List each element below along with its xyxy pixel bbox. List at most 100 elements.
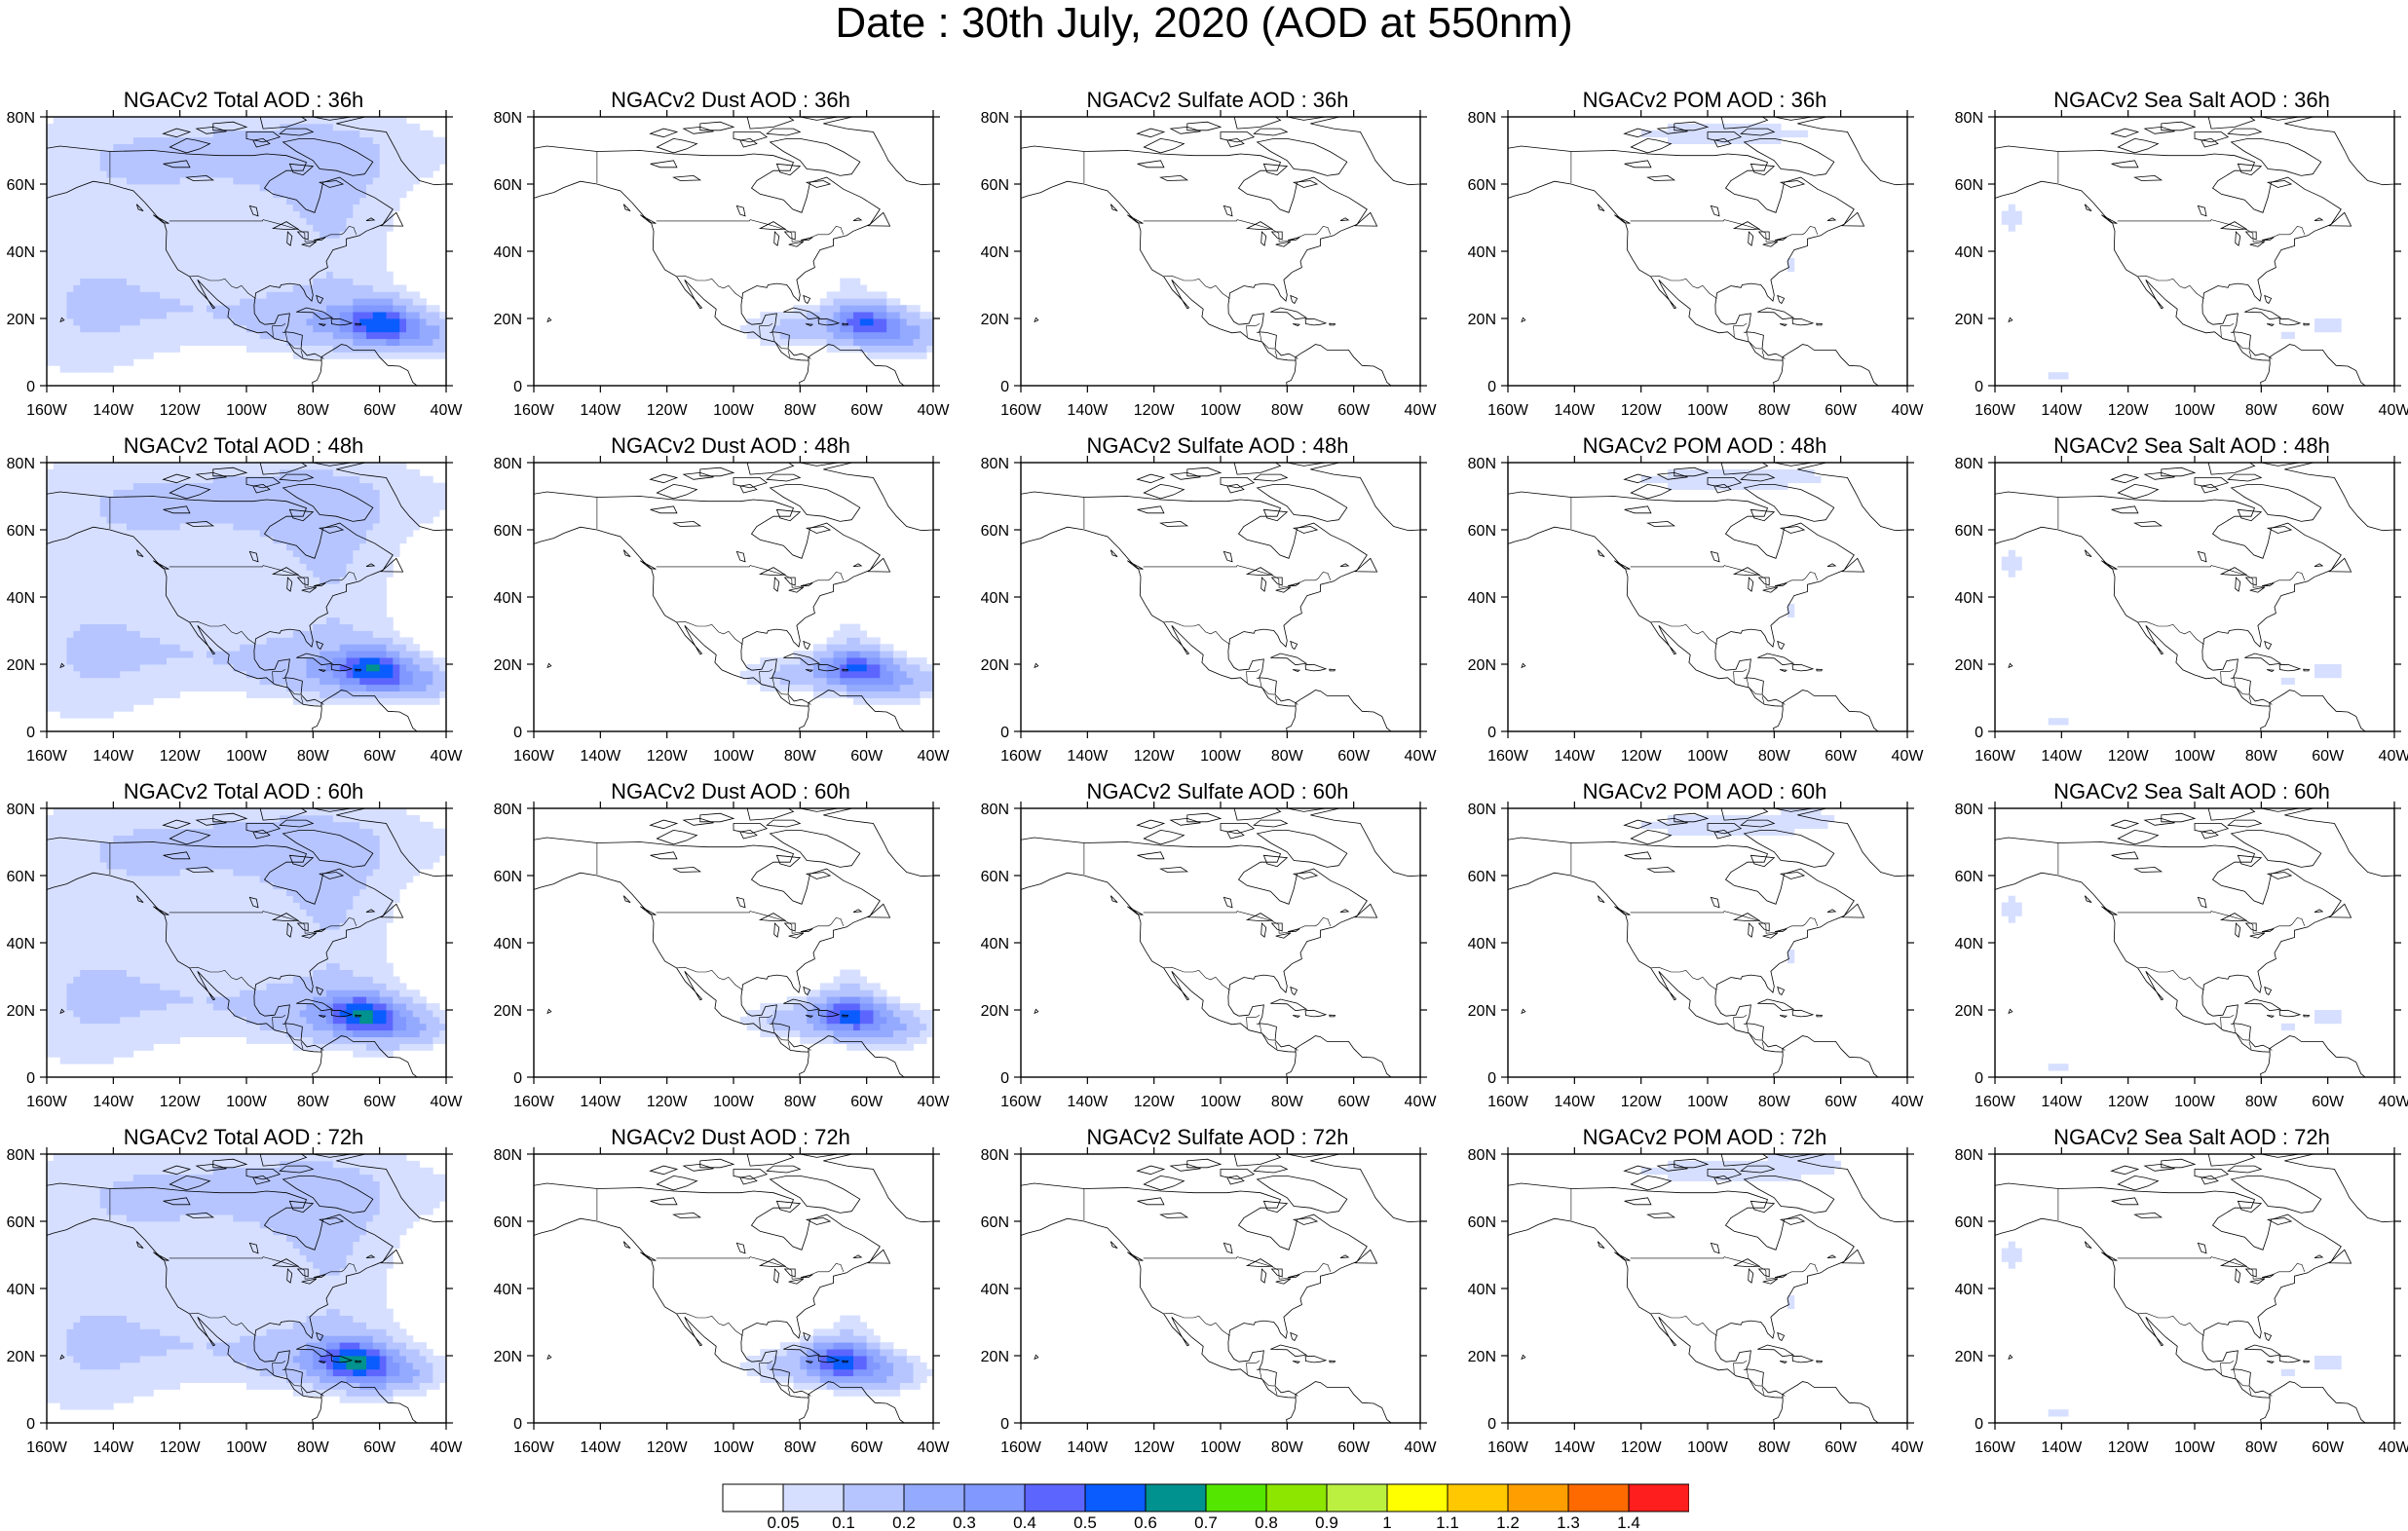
aod-cell bbox=[146, 331, 154, 340]
aod-cell bbox=[913, 352, 921, 359]
aod-cell bbox=[127, 623, 134, 631]
aod-cell bbox=[773, 684, 781, 691]
aod-cell bbox=[153, 231, 161, 239]
aod-cell bbox=[219, 170, 227, 178]
aod-cell bbox=[280, 563, 287, 571]
aod-cell bbox=[59, 468, 67, 477]
aod-cell bbox=[847, 677, 854, 686]
aod-cell bbox=[873, 318, 881, 326]
aod-cell bbox=[366, 468, 374, 477]
aod-cell bbox=[386, 549, 394, 557]
aod-cell bbox=[87, 244, 94, 252]
aod-cell bbox=[146, 117, 154, 125]
aod-cell bbox=[379, 577, 387, 584]
aod-cell bbox=[767, 684, 774, 691]
aod-cell bbox=[332, 597, 341, 605]
aod-cell bbox=[153, 136, 161, 144]
aod-cell bbox=[53, 358, 61, 366]
aod-cell bbox=[326, 503, 334, 510]
coastline bbox=[47, 145, 394, 361]
aod-cell bbox=[273, 463, 281, 470]
aod-cell bbox=[132, 577, 141, 584]
aod-cell bbox=[332, 691, 341, 698]
aod-cell bbox=[359, 577, 367, 584]
aod-cell bbox=[873, 312, 881, 319]
aod-cell bbox=[120, 217, 128, 225]
aod-cell bbox=[93, 345, 101, 353]
aod-cell bbox=[412, 691, 421, 698]
aod-cell bbox=[266, 338, 274, 346]
aod-cell bbox=[59, 324, 67, 333]
aod-cell bbox=[146, 123, 154, 131]
aod-cell bbox=[339, 583, 347, 591]
aod-cell bbox=[1748, 123, 1755, 131]
aod-cell bbox=[913, 324, 921, 333]
aod-cell bbox=[80, 651, 88, 658]
aod-cell bbox=[66, 516, 74, 524]
aod-cell bbox=[439, 496, 446, 504]
aod-cell bbox=[59, 542, 67, 551]
aod-cell bbox=[233, 556, 241, 564]
aod-cell bbox=[246, 170, 254, 178]
aod-cell bbox=[826, 318, 834, 326]
aod-cell bbox=[160, 570, 168, 578]
aod-cell bbox=[226, 637, 234, 645]
aod-cell bbox=[332, 312, 341, 319]
aod-cell bbox=[246, 244, 254, 252]
aod-cell bbox=[186, 312, 194, 319]
aod-cell bbox=[47, 278, 55, 285]
aod-cell bbox=[346, 312, 354, 319]
aod-cell bbox=[167, 644, 174, 652]
aod-cell bbox=[399, 637, 407, 645]
aod-cell bbox=[87, 231, 94, 239]
aod-cell bbox=[139, 523, 147, 531]
aod-cell bbox=[379, 677, 387, 686]
aod-cell bbox=[386, 616, 394, 624]
aod-cell bbox=[240, 651, 247, 658]
aod-cell bbox=[273, 331, 281, 340]
aod-cell bbox=[73, 217, 81, 225]
aod-cell bbox=[73, 549, 81, 557]
aod-cell bbox=[433, 150, 440, 158]
coastline bbox=[1034, 317, 1039, 323]
aod-cell bbox=[359, 190, 367, 199]
aod-cell bbox=[167, 496, 174, 504]
aod-cell bbox=[313, 691, 320, 698]
aod-cell bbox=[47, 536, 55, 544]
aod-cell bbox=[146, 549, 154, 557]
aod-cell bbox=[386, 563, 394, 571]
aod-cell bbox=[167, 117, 174, 125]
aod-cell bbox=[359, 468, 367, 477]
aod-cell bbox=[259, 482, 267, 490]
aod-cell bbox=[167, 677, 174, 686]
x-tick-label: 120W bbox=[160, 748, 202, 765]
aod-cell bbox=[66, 563, 74, 571]
aod-cell bbox=[53, 117, 61, 125]
aod-cell bbox=[66, 623, 74, 631]
aod-cell bbox=[426, 157, 433, 165]
aod-cell bbox=[200, 570, 207, 578]
aod-cell bbox=[386, 523, 394, 531]
aod-cell bbox=[193, 278, 201, 285]
aod-cell bbox=[113, 331, 121, 340]
aod-cell bbox=[386, 352, 394, 359]
aod-cell bbox=[273, 338, 281, 346]
aod-cell bbox=[160, 637, 168, 645]
aod-cell bbox=[366, 324, 374, 333]
aod-cell bbox=[280, 136, 287, 144]
aod-cell bbox=[346, 670, 354, 679]
aod-cell bbox=[886, 651, 894, 658]
aod-cell bbox=[853, 345, 861, 353]
aod-cell bbox=[273, 684, 281, 691]
aod-cell bbox=[59, 697, 67, 705]
aod-cell bbox=[833, 331, 841, 340]
aod-cell bbox=[132, 298, 141, 306]
coastline bbox=[279, 128, 315, 136]
aod-cell bbox=[233, 610, 241, 618]
coastline bbox=[301, 586, 318, 593]
aod-cell bbox=[266, 590, 274, 598]
aod-cell bbox=[153, 204, 161, 211]
x-tick-label: 160W bbox=[1975, 402, 2016, 419]
aod-cell bbox=[200, 630, 207, 638]
